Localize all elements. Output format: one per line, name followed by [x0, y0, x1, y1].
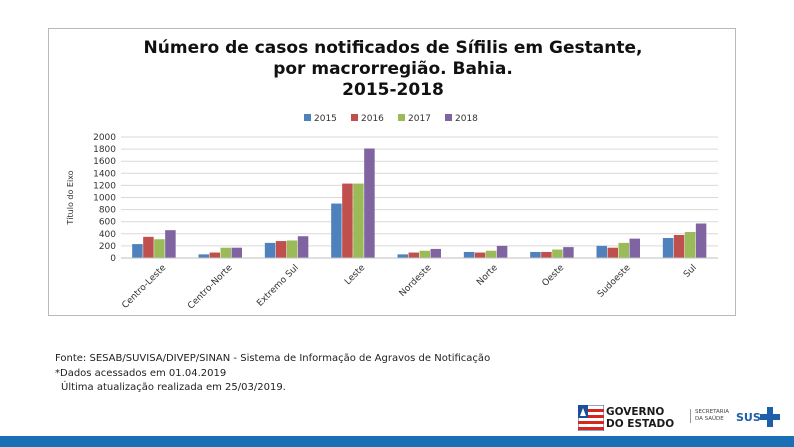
gov-logo-line2: DO ESTADO: [606, 418, 675, 430]
chart-frame: Número de casos notificados de Sífilis e…: [48, 28, 736, 316]
sus-cross-icon: [760, 407, 780, 427]
bar: [530, 251, 541, 258]
legend-label: 2016: [361, 114, 384, 124]
chart-title-line: Número de casos notificados de Sífilis e…: [144, 38, 643, 58]
bahia-flag-icon: [578, 405, 604, 431]
bar: [397, 254, 408, 258]
bar: [607, 247, 618, 258]
sus-logo-text: SUS: [736, 411, 761, 424]
chart-svg: Número de casos notificados de Sífilis e…: [66, 38, 718, 312]
bar: [563, 247, 574, 258]
bar: [165, 230, 176, 258]
gov-logo-text: GOVERNO DO ESTADO: [606, 406, 674, 430]
y-tick-label: 200: [99, 242, 116, 252]
bar: [408, 252, 419, 258]
bar: [220, 247, 231, 258]
bar: [662, 238, 674, 258]
bar: [209, 252, 220, 258]
bar: [231, 247, 242, 258]
bar: [154, 239, 165, 258]
bar: [132, 244, 143, 258]
source-notes: Fonte: SESAB/SUVISA/DIVEP/SINAN - Sistem…: [55, 352, 490, 396]
category-label: Centro-Norte: [186, 263, 235, 312]
legend-swatch: [304, 114, 311, 121]
bar: [463, 251, 475, 258]
category-label: Centro-Leste: [120, 263, 168, 311]
y-tick-label: 1600: [93, 157, 116, 167]
source-line: Fonte: SESAB/SUVISA/DIVEP/SINAN - Sistem…: [55, 353, 491, 364]
legend-swatch: [398, 114, 405, 121]
bar: [430, 248, 441, 258]
category-label: Sul: [682, 263, 699, 280]
y-tick-label: 1400: [93, 169, 116, 179]
legend-label: 2017: [408, 114, 431, 124]
bar: [618, 242, 629, 258]
data-access-note: *Dados acessados em 01.04.2019: [55, 367, 227, 379]
y-tick-label: 0: [110, 254, 116, 264]
bar: [485, 250, 497, 258]
bar: [552, 249, 563, 258]
bar: [342, 183, 353, 258]
category-label: Oeste: [541, 263, 567, 289]
bar: [474, 252, 486, 258]
bar: [673, 235, 685, 258]
sus-logo: SUS: [736, 405, 782, 431]
category-label: Sudoeste: [596, 263, 633, 300]
governo-bahia-logo: GOVERNO DO ESTADO: [578, 404, 678, 434]
bar: [275, 241, 287, 258]
y-tick-label: 1000: [93, 194, 116, 204]
y-tick-label: 400: [99, 230, 116, 240]
last-update-note: Última atualização realizada em 25/03/20…: [61, 382, 286, 393]
bar: [297, 236, 309, 258]
legend-label: 2018: [455, 114, 478, 124]
y-tick-label: 600: [99, 218, 116, 228]
y-tick-label: 1800: [93, 145, 116, 155]
legend-swatch: [351, 114, 358, 121]
category-label: Norte: [475, 263, 500, 288]
bar: [541, 251, 552, 258]
secretaria-line2: DA SAÚDE: [695, 416, 724, 422]
y-tick-label: 1200: [93, 181, 116, 191]
bar: [143, 236, 154, 258]
y-tick-label: 2000: [93, 133, 116, 143]
y-tick-label: 800: [99, 206, 116, 216]
bar: [419, 250, 430, 258]
bar: [286, 240, 298, 258]
secretaria-saude-label: SECRETARIA DA SAÚDE: [690, 409, 729, 423]
legend-label: 2015: [314, 114, 337, 124]
bar: [264, 242, 276, 258]
legend-swatch: [445, 114, 452, 121]
bar: [496, 245, 508, 258]
category-label: Leste: [343, 263, 367, 287]
bar: [198, 254, 209, 258]
bar: [364, 148, 375, 258]
bar: [684, 231, 696, 258]
category-label: Extremo Sul: [255, 263, 301, 309]
bar: [353, 183, 364, 258]
category-label: Nordeste: [398, 263, 434, 299]
bar: [596, 245, 607, 258]
bar: [331, 203, 342, 258]
footer-accent-bar: [0, 436, 794, 447]
bar: [695, 223, 707, 258]
chart-title-line: 2015-2018: [342, 80, 444, 100]
chart-title-line: por macrorregião. Bahia.: [273, 59, 513, 79]
secretaria-line1: SECRETARIA: [695, 409, 730, 415]
bar: [629, 238, 640, 258]
y-axis-title: Título do Eixo: [66, 170, 75, 225]
gov-logo-line1: GOVERNO: [606, 406, 665, 418]
